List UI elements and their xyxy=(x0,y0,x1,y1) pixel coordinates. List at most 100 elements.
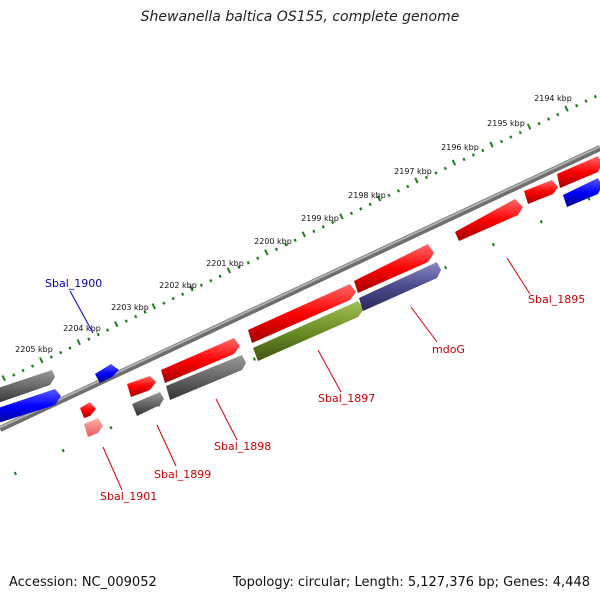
minor-tick xyxy=(87,337,91,341)
gene-arrow-gray-sbal-1898[interactable] xyxy=(132,392,164,416)
gene-arrow-red[interactable] xyxy=(557,156,600,188)
minor-tick xyxy=(546,117,551,121)
minor-tick xyxy=(537,121,541,126)
gene-arrow-blue[interactable] xyxy=(0,389,61,424)
major-tick xyxy=(109,425,113,430)
scale-labels: 2194 kbp 2195 kbp 2196 kbp 2197 kbp 2198 kbp… xyxy=(15,94,572,354)
leader-line-sbal-1895 xyxy=(506,257,531,295)
inner-strand-genes xyxy=(0,178,600,437)
gene-label-sbal-1900[interactable]: Sbal_1900 xyxy=(45,277,102,290)
minor-tick xyxy=(331,220,335,225)
minor-tick xyxy=(471,153,475,157)
minor-tick xyxy=(481,148,485,153)
major-tick xyxy=(1,375,6,382)
minor-tick xyxy=(181,292,185,296)
gene-arrow-red-sbal-1895[interactable] xyxy=(455,199,523,241)
major-tick xyxy=(587,197,591,201)
major-tick xyxy=(414,177,419,184)
major-tick xyxy=(151,303,156,310)
major-tick xyxy=(444,265,448,270)
gene-arrow-gray[interactable] xyxy=(166,355,246,400)
minor-tick xyxy=(30,364,35,368)
minor-tick xyxy=(443,166,447,171)
gene-arrow-pink[interactable] xyxy=(84,418,103,437)
major-tick xyxy=(376,195,382,202)
genome-title: Shewanella baltica OS155, complete genom… xyxy=(140,9,460,25)
scale-label: 2205 kbp xyxy=(15,345,53,354)
scale-label: 2200 kbp xyxy=(254,237,292,246)
gene-arrow-blue[interactable] xyxy=(563,178,600,207)
gene-arrow-red[interactable] xyxy=(248,284,356,343)
minor-tick xyxy=(218,274,222,278)
scale-label: 2196 kbp xyxy=(441,143,479,152)
minor-tick xyxy=(49,355,53,359)
minor-tick xyxy=(387,193,391,198)
major-tick xyxy=(264,249,269,256)
leader-line-sbal-1900 xyxy=(69,290,94,334)
gene-label-sbal-1901[interactable]: Sbal_1901 xyxy=(100,490,157,503)
minor-tick xyxy=(556,112,560,117)
scale-label: 2204 kbp xyxy=(63,324,101,333)
gene-labels: Sbal_1900 Sbal_1895 mdoG Sbal_1897 Sbal_… xyxy=(45,277,585,503)
minor-tick xyxy=(106,328,110,332)
minor-tick xyxy=(162,301,166,305)
major-tick xyxy=(61,448,65,453)
gene-label-mdog[interactable]: mdoG xyxy=(432,343,465,356)
minor-tick xyxy=(96,332,100,337)
minor-tick xyxy=(406,184,410,189)
minor-tick xyxy=(68,346,72,350)
gene-arrow-red[interactable] xyxy=(524,180,558,204)
minor-tick xyxy=(518,130,522,135)
gene-label-sbal-1895[interactable]: Sbal_1895 xyxy=(528,293,585,306)
minor-tick xyxy=(274,247,278,252)
scale-label: 2202 kbp xyxy=(159,281,197,290)
minor-tick xyxy=(321,225,325,229)
minor-tick xyxy=(124,319,128,323)
major-tick xyxy=(451,159,457,166)
gene-arrow-olive-sbal-1897[interactable] xyxy=(253,301,364,361)
major-tick xyxy=(526,123,532,130)
minor-tick xyxy=(21,368,25,373)
major-tick xyxy=(226,267,232,274)
scale-label: 2197 kbp xyxy=(394,167,432,176)
leader-line-sbal-1901 xyxy=(102,446,123,491)
gene-arrow-slate-mdog[interactable] xyxy=(359,262,441,311)
scale-label: 2195 kbp xyxy=(487,119,525,128)
minor-tick xyxy=(246,261,250,265)
minor-tick xyxy=(237,265,241,269)
minor-tick xyxy=(12,373,16,377)
minor-tick xyxy=(312,229,316,234)
scale-label: 2199 kbp xyxy=(301,214,339,223)
scale-label: 2201 kbp xyxy=(206,259,244,268)
gene-label-sbal-1898[interactable]: Sbal_1898 xyxy=(214,440,271,453)
gene-arrow-blue-sbal-1900[interactable] xyxy=(95,364,119,383)
label-leader-lines xyxy=(69,257,531,491)
minor-tick xyxy=(499,139,504,144)
major-tick xyxy=(301,231,307,238)
minor-tick xyxy=(293,238,297,243)
minor-tick xyxy=(434,171,438,175)
leader-line-mdog xyxy=(410,306,438,343)
leader-line-sbal-1897 xyxy=(317,349,342,393)
minor-tick xyxy=(349,211,354,216)
gene-label-sbal-1897[interactable]: Sbal_1897 xyxy=(318,392,375,405)
scale-label: 2203 kbp xyxy=(111,303,149,312)
major-tick xyxy=(13,471,17,476)
minor-tick xyxy=(209,279,213,283)
minor-tick xyxy=(584,99,588,103)
major-tick xyxy=(39,357,44,364)
major-tick xyxy=(539,219,543,224)
gene-arrow-gray[interactable] xyxy=(0,370,55,404)
gene-label-sbal-1899[interactable]: Sbal_1899 xyxy=(154,468,211,481)
minor-tick xyxy=(199,283,203,287)
major-tick xyxy=(189,285,194,292)
leader-line-sbal-1899 xyxy=(156,424,177,467)
major-tick xyxy=(114,321,119,328)
gene-arrow-red-sbal-1899[interactable] xyxy=(127,376,156,397)
gene-arrow-red[interactable] xyxy=(354,244,434,293)
minor-tick xyxy=(593,94,597,99)
gene-arrow-red[interactable] xyxy=(161,338,240,383)
major-tick xyxy=(252,357,257,361)
gene-arrow-red-sbal-1901[interactable] xyxy=(80,402,96,418)
